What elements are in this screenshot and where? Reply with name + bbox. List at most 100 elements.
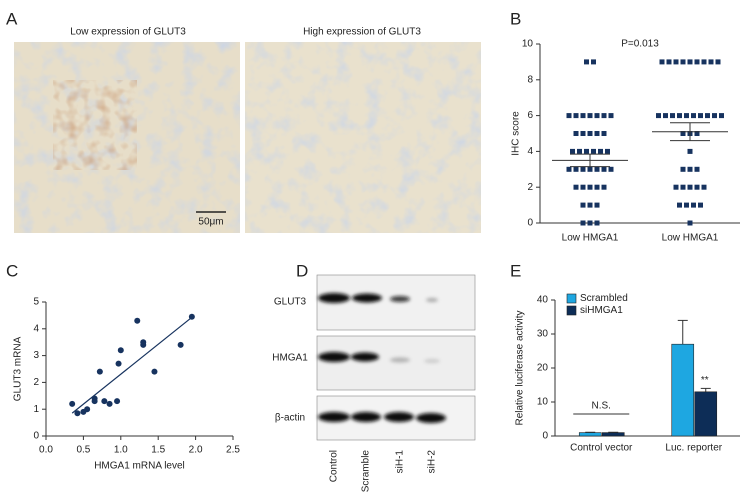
dot (694, 166, 700, 172)
dot (601, 131, 607, 136)
dot (670, 113, 675, 119)
y-tick-label: 0 (527, 218, 533, 229)
micrograph (14, 42, 240, 233)
x-tick-label: 1.0 (114, 445, 128, 456)
lane-label: Scramble (361, 450, 372, 493)
y-tick-label: 4 (33, 323, 39, 334)
legend-swatch (566, 305, 577, 316)
dot (715, 59, 721, 65)
dot (580, 202, 586, 208)
point (69, 400, 76, 407)
y-axis-label: IHC score (511, 111, 522, 156)
point (115, 360, 122, 367)
dot (691, 113, 696, 119)
dot (573, 184, 579, 190)
dot (663, 113, 668, 119)
x-tick-label: Luc. reporter (665, 443, 722, 454)
dot (708, 59, 714, 65)
y-tick-label: 6 (527, 110, 533, 121)
dot (712, 113, 717, 119)
dot (694, 131, 700, 136)
point (101, 398, 108, 405)
y-tick-label: 10 (537, 397, 549, 408)
lane-label: Control (329, 450, 340, 482)
dot (659, 59, 665, 65)
dot (580, 113, 586, 119)
x-tick-label: Low HMGA1 (562, 233, 619, 244)
dot (591, 59, 596, 65)
dot (698, 202, 703, 208)
dot (701, 59, 707, 65)
dot (587, 202, 593, 208)
y-tick-label: 20 (537, 363, 549, 374)
y-tick-label: 5 (33, 297, 39, 308)
point (84, 406, 91, 413)
legend-label: Scrambled (580, 293, 628, 304)
dot (677, 113, 682, 119)
dot (687, 59, 693, 65)
annotation: ** (701, 375, 709, 386)
point (151, 368, 158, 375)
y-tick-label: 4 (527, 146, 533, 157)
dot (580, 166, 586, 172)
dot (584, 59, 589, 65)
x-tick-label: 2.5 (226, 445, 240, 456)
dot (584, 148, 589, 154)
y-tick-label: 10 (522, 39, 534, 50)
point (74, 410, 81, 417)
x-tick-label: Low HMGA1 (662, 233, 719, 244)
y-tick-label: 8 (527, 74, 533, 85)
dot (698, 113, 703, 119)
dot (594, 113, 600, 119)
legend-swatch (566, 293, 577, 304)
y-tick-label: 2 (33, 377, 39, 388)
bar (601, 432, 625, 437)
dot (601, 166, 607, 172)
fit-line (71, 316, 193, 414)
dot (566, 113, 572, 119)
dot (587, 184, 593, 190)
dot (601, 184, 607, 190)
y-axis-label: Relative luciferase activity (515, 310, 526, 425)
legend-label: siHMGA1 (580, 305, 623, 316)
panel-label: E (510, 261, 521, 280)
panel-label: B (510, 9, 521, 28)
point (117, 347, 124, 354)
point (114, 398, 121, 405)
dot (680, 166, 686, 172)
dot (598, 148, 603, 154)
x-tick-label: Control vector (570, 443, 633, 454)
x-axis-label: HMGA1 mRNA level (94, 461, 185, 472)
dot (605, 148, 610, 154)
x-tick-label: 2.0 (189, 445, 203, 456)
dot (587, 113, 593, 119)
point (91, 395, 98, 402)
dot (705, 113, 710, 119)
point (106, 400, 113, 407)
dot (687, 220, 693, 226)
dot (580, 184, 586, 190)
y-tick-label: 0 (33, 431, 39, 442)
dot (577, 148, 582, 154)
y-tick-label: 3 (33, 350, 39, 361)
point (140, 339, 147, 346)
dot (680, 59, 686, 65)
point (177, 341, 184, 348)
dot (587, 166, 593, 172)
dot (570, 148, 575, 154)
blot-row-label: β-actin (275, 413, 305, 424)
dot (573, 166, 579, 172)
dot (566, 166, 572, 172)
annotation: P=0.013 (621, 39, 659, 50)
y-axis-label: GLUT3 mRNA (13, 336, 24, 401)
dot (594, 166, 600, 172)
dot (694, 184, 700, 190)
dot (666, 59, 672, 65)
dot (587, 131, 593, 136)
y-tick-label: 2 (527, 182, 533, 193)
y-tick-label: 30 (537, 329, 549, 340)
dot (594, 220, 600, 226)
blot-row-label: HMGA1 (272, 353, 308, 364)
dot (573, 113, 579, 119)
